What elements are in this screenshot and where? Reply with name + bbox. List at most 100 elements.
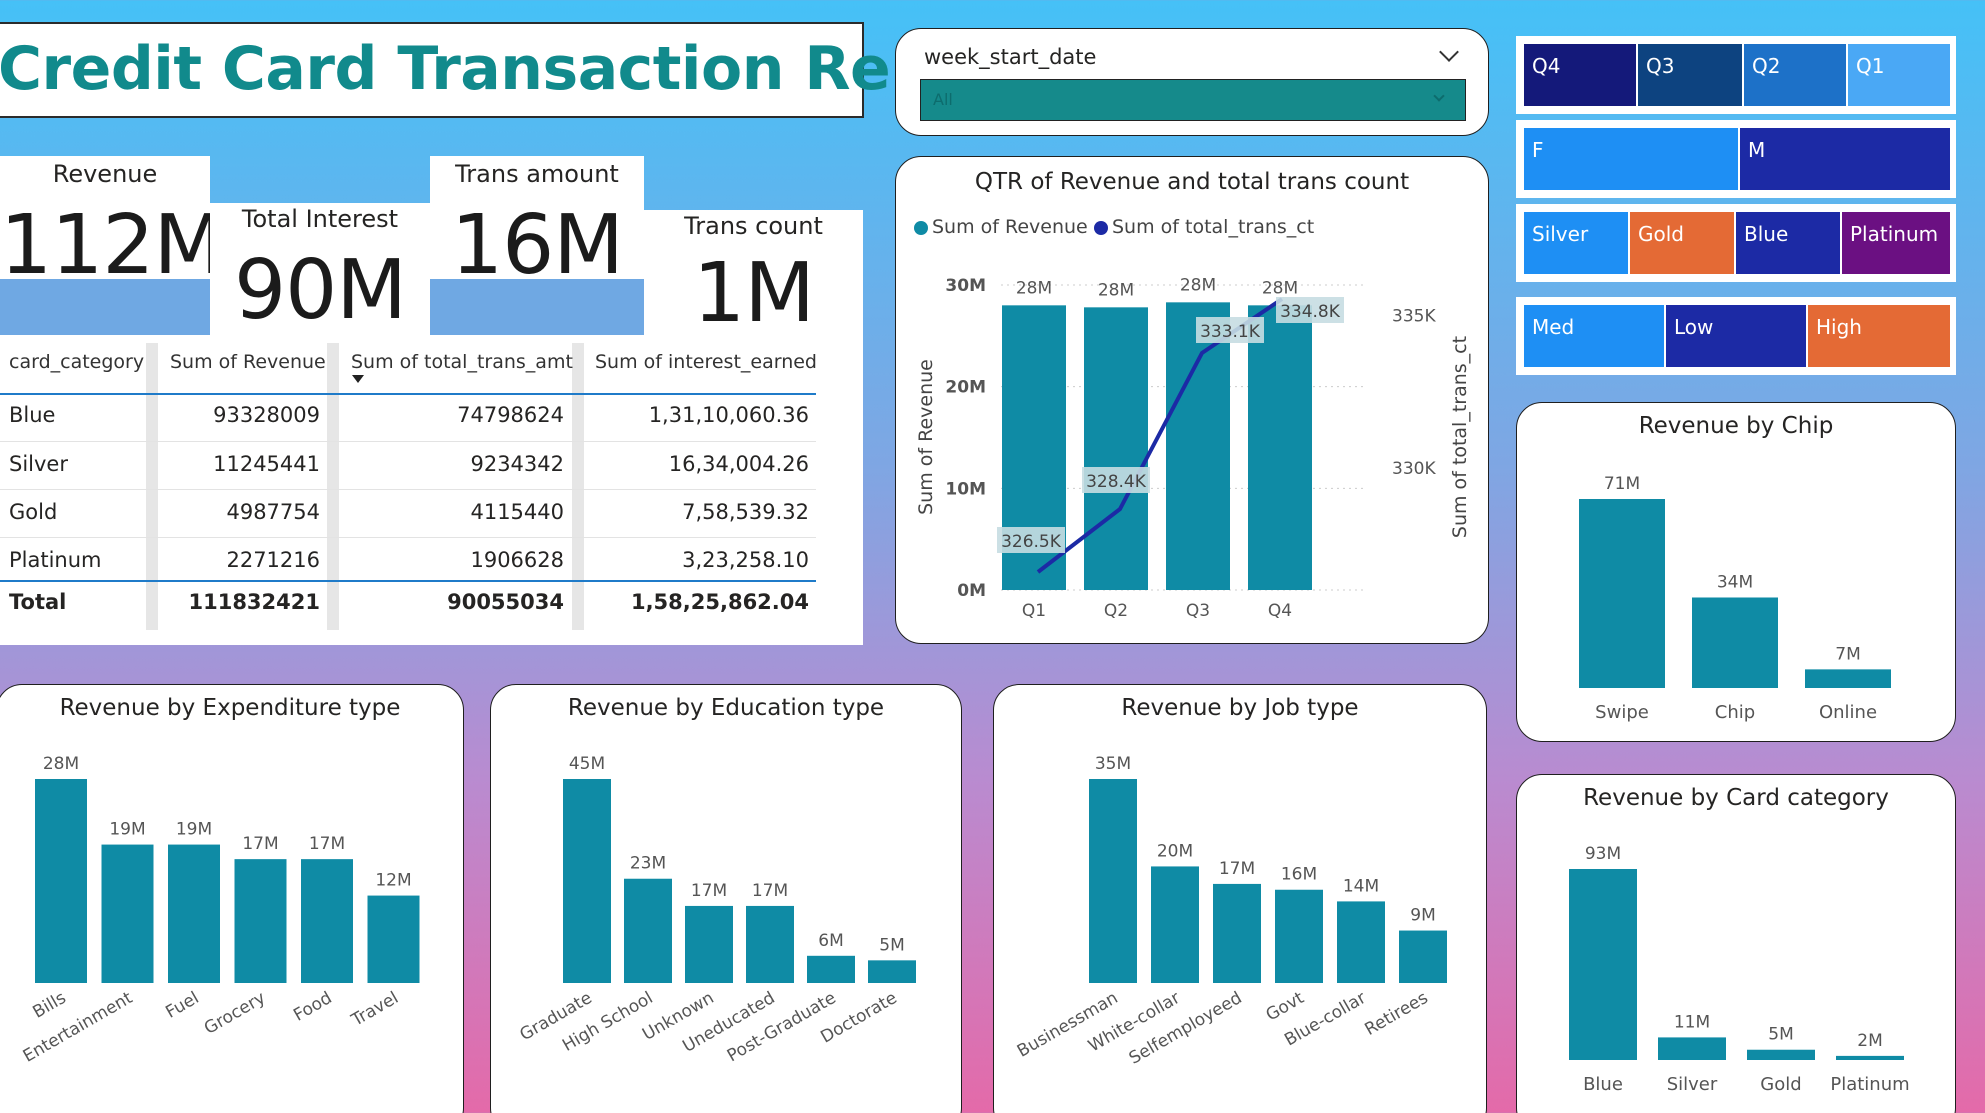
filter-chip-med[interactable]: Med bbox=[1524, 305, 1664, 367]
cell: 3,23,258.10 bbox=[682, 548, 809, 572]
cell: 93328009 bbox=[213, 403, 320, 427]
axis-tick-label: Swipe bbox=[1595, 702, 1649, 723]
bar bbox=[234, 859, 287, 983]
chart-title: Revenue by Card category bbox=[1583, 785, 1889, 811]
bar bbox=[35, 779, 87, 983]
cell: 9234342 bbox=[470, 452, 564, 476]
data-label: 5M bbox=[879, 935, 904, 955]
cell: 7,58,539.32 bbox=[682, 500, 809, 524]
filter-chip-q4[interactable]: Q4 bbox=[1524, 44, 1636, 106]
axis-tick-label: Govt bbox=[1263, 988, 1308, 1026]
col-header-sum-revenue[interactable]: Sum of Revenue bbox=[170, 351, 326, 373]
filter-chip-gold[interactable]: Gold bbox=[1630, 212, 1734, 274]
edu-chart-card: Revenue by Education type 45M Graduate 23M… bbox=[490, 684, 962, 1113]
data-label: 2M bbox=[1857, 1031, 1882, 1051]
bar bbox=[685, 905, 733, 983]
bar bbox=[367, 895, 420, 983]
bar bbox=[1747, 1049, 1815, 1060]
data-label: 28M bbox=[1180, 275, 1216, 295]
kpi-revenue-value: 112M bbox=[0, 198, 224, 293]
data-label: 71M bbox=[1604, 474, 1640, 494]
bar bbox=[624, 878, 672, 983]
kpi-band bbox=[0, 279, 210, 336]
bar bbox=[1579, 499, 1665, 688]
cell: 1906628 bbox=[470, 548, 564, 572]
bar bbox=[1089, 779, 1137, 983]
job-chart-plot: 35MBusinessman20MWhite-collar17MSelfempl… bbox=[1014, 754, 1447, 1069]
cell: 11245441 bbox=[213, 452, 320, 476]
legend-dot-icon bbox=[914, 221, 928, 235]
data-label: 11M bbox=[1674, 1012, 1710, 1032]
filter-chip-low[interactable]: Low bbox=[1666, 305, 1806, 367]
cell: Blue bbox=[9, 403, 56, 427]
legend-revenue: Sum of Revenue bbox=[932, 216, 1088, 238]
exp-chart-card: Revenue by Expenditure type 28M Bills 19M E… bbox=[0, 684, 464, 1113]
kpi-trans-amount-value: 16M bbox=[450, 198, 624, 293]
chevron-down-icon[interactable] bbox=[1439, 42, 1459, 62]
axis-tick-label: Platinum bbox=[1830, 1074, 1909, 1095]
filter-chip-blue[interactable]: Blue bbox=[1736, 212, 1840, 274]
filter-chip-q2[interactable]: Q2 bbox=[1744, 44, 1846, 106]
cell: 111832421 bbox=[188, 590, 320, 614]
chart-title: QTR of Revenue and total trans count bbox=[974, 169, 1410, 195]
bar bbox=[1084, 307, 1148, 590]
data-label: 14M bbox=[1343, 876, 1379, 896]
filter-chip-q1[interactable]: Q1 bbox=[1848, 44, 1950, 106]
data-label: 12M bbox=[375, 871, 411, 891]
kpi-trans-count-card: Trans count 1M bbox=[644, 210, 863, 341]
kpi-trans-amount-card: Trans amount 16M bbox=[430, 156, 644, 336]
data-label: 5M bbox=[1768, 1025, 1793, 1045]
bar bbox=[746, 905, 794, 983]
y2-tick-label: 330K bbox=[1392, 459, 1436, 479]
bar bbox=[301, 859, 353, 983]
header-divider bbox=[0, 393, 816, 395]
data-label-bg bbox=[1276, 297, 1344, 323]
axis-tick-label: Blue bbox=[1583, 1074, 1623, 1095]
kpi-trans-count-label: Trans count bbox=[684, 212, 823, 240]
slicer-dropdown[interactable]: All bbox=[920, 79, 1466, 121]
bar bbox=[1248, 305, 1312, 590]
data-label-bg bbox=[997, 527, 1065, 553]
data-label: 93M bbox=[1585, 844, 1621, 864]
col-header-sum-trans-amt[interactable]: Sum of total_trans_amt bbox=[351, 351, 573, 373]
filter-chip-high[interactable]: High bbox=[1808, 305, 1950, 367]
bar bbox=[1213, 883, 1261, 983]
total-divider bbox=[0, 580, 816, 582]
data-label: 328.4K bbox=[1086, 472, 1147, 492]
cell: 1,31,10,060.36 bbox=[648, 403, 809, 427]
income-filter: Med Low High bbox=[1516, 297, 1956, 375]
data-label: 28M bbox=[1262, 278, 1298, 298]
filter-chip-m[interactable]: M bbox=[1740, 128, 1950, 190]
data-label: 28M bbox=[43, 754, 79, 774]
bar bbox=[1805, 669, 1891, 688]
filter-chip-f[interactable]: F bbox=[1524, 128, 1738, 190]
col-header-sum-interest[interactable]: Sum of interest_earned bbox=[595, 351, 817, 373]
filter-chip-q3[interactable]: Q3 bbox=[1638, 44, 1742, 106]
chart-title: Revenue by Job type bbox=[1121, 695, 1359, 721]
bar bbox=[563, 779, 611, 983]
col-header-card-category[interactable]: card_category bbox=[9, 351, 145, 373]
filter-chip-silver[interactable]: Silver bbox=[1524, 212, 1628, 274]
axis-tick-label: Q4 bbox=[1268, 601, 1292, 621]
axis-tick-label: Chip bbox=[1715, 702, 1755, 723]
quarter-filter: Q4 Q3 Q2 Q1 bbox=[1516, 36, 1956, 114]
chip-chart-plot: 71M Swipe 34M Chip 7M Online bbox=[1579, 474, 1891, 723]
cell: Total bbox=[9, 590, 67, 614]
row-divider bbox=[0, 489, 816, 490]
data-label: 28M bbox=[1016, 278, 1052, 298]
legend-dot-icon bbox=[1094, 221, 1108, 235]
cell: 1,58,25,862.04 bbox=[630, 590, 809, 614]
data-label: 45M bbox=[569, 754, 605, 774]
axis-tick-label: Travel bbox=[347, 988, 402, 1031]
kpi-interest-label: Total Interest bbox=[241, 205, 399, 233]
column-separator bbox=[146, 343, 158, 630]
axis-tick-label: Online bbox=[1819, 702, 1877, 723]
cell: Platinum bbox=[9, 548, 102, 572]
week-start-date-slicer: week_start_date All bbox=[895, 28, 1489, 136]
bar bbox=[1569, 869, 1637, 1060]
filter-chip-platinum[interactable]: Platinum bbox=[1842, 212, 1950, 274]
sort-desc-icon[interactable] bbox=[352, 375, 364, 383]
data-label: 34M bbox=[1717, 572, 1753, 592]
y-axis-title: Sum of Revenue bbox=[915, 359, 937, 515]
